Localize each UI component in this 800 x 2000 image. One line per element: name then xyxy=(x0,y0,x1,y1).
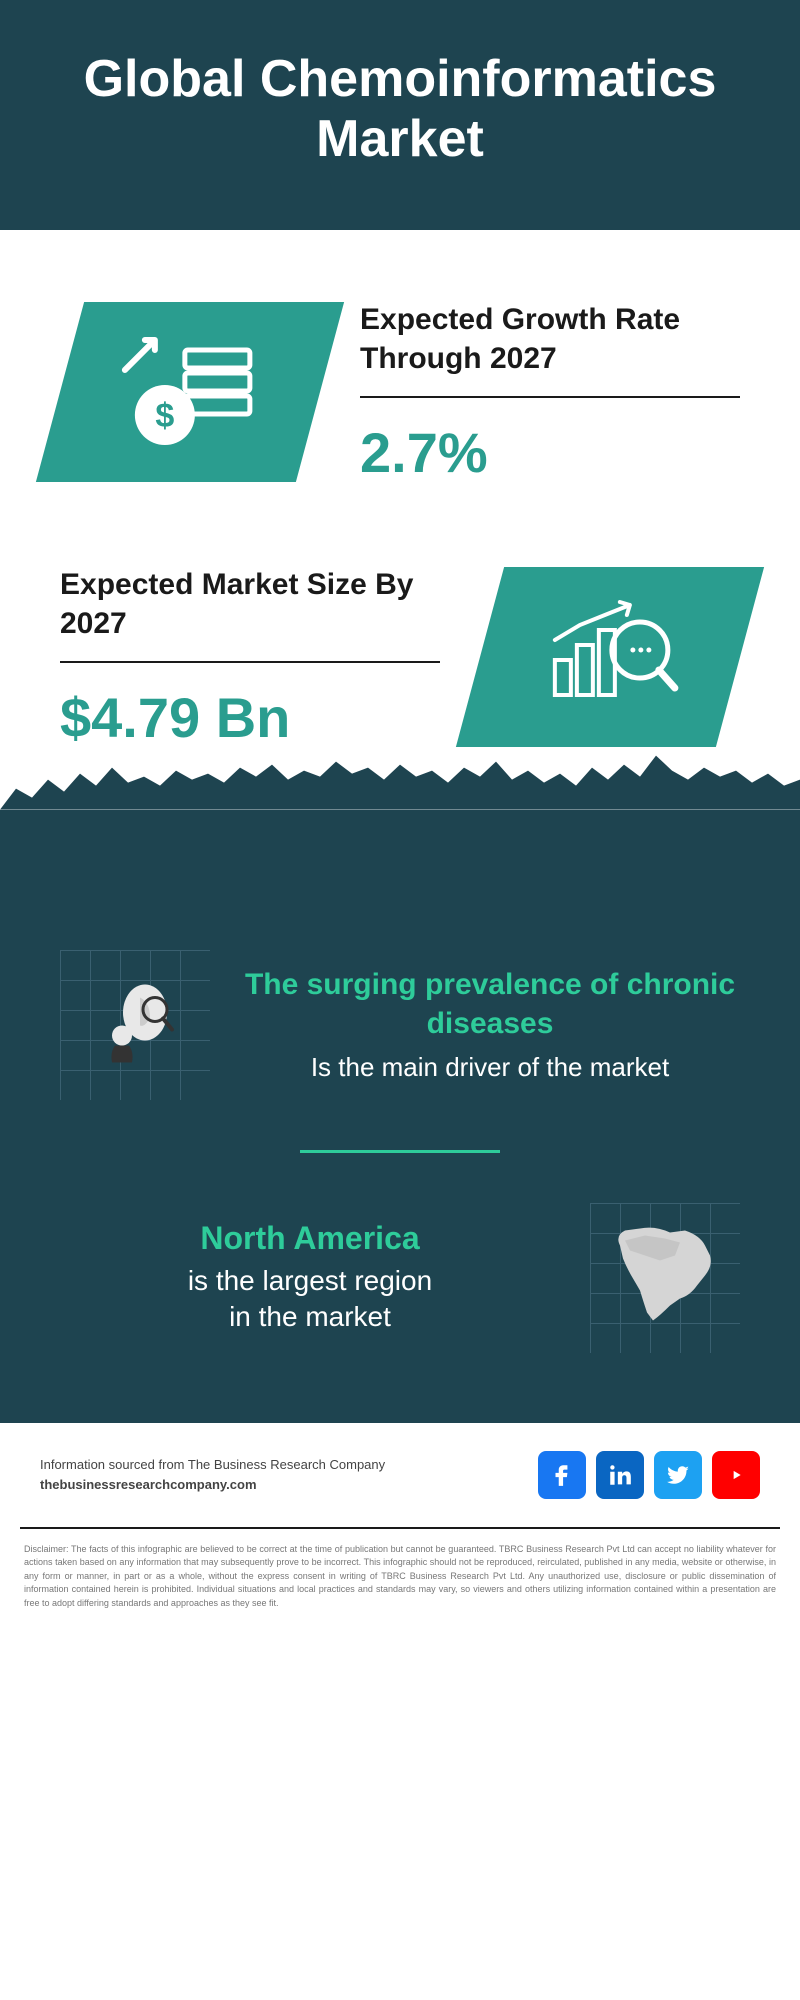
skyline-graphic xyxy=(0,810,800,930)
growth-icon-block: $ xyxy=(36,302,344,482)
market-size-label: Expected Market Size By 2027 xyxy=(60,565,440,643)
region-icon-grid xyxy=(590,1203,740,1353)
facebook-icon[interactable] xyxy=(538,1451,586,1499)
driver-subtext: Is the main driver of the market xyxy=(240,1051,740,1085)
driver-icon-grid xyxy=(60,950,210,1100)
market-size-value: $4.79 Bn xyxy=(60,685,440,750)
section-divider xyxy=(300,1150,500,1153)
growth-rate-section: $ Expected Growth Rate Through 2027 2.7% xyxy=(0,230,800,525)
divider xyxy=(360,396,740,398)
driver-block: The surging prevalence of chronic diseas… xyxy=(60,950,740,1100)
growth-rate-value: 2.7% xyxy=(360,420,740,485)
svg-text:$: $ xyxy=(156,397,175,435)
youtube-icon[interactable] xyxy=(712,1451,760,1499)
region-text: North America is the largest region in t… xyxy=(60,1220,560,1336)
social-icons xyxy=(538,1451,760,1499)
region-subtext-2: in the market xyxy=(60,1299,560,1335)
header-banner: Global Chemoinformatics Market xyxy=(0,0,800,230)
disclaimer-text: Disclaimer: The facts of this infographi… xyxy=(0,1529,800,1635)
medical-research-icon xyxy=(90,977,180,1067)
driver-headline: The surging prevalence of chronic diseas… xyxy=(240,965,740,1043)
linkedin-icon[interactable] xyxy=(596,1451,644,1499)
region-block: North America is the largest region in t… xyxy=(60,1203,740,1353)
source-url: thebusinessresearchcompany.com xyxy=(40,1475,385,1495)
market-icon-block xyxy=(456,567,764,747)
footer-source: Information sourced from The Business Re… xyxy=(40,1455,385,1494)
page-title: Global Chemoinformatics Market xyxy=(40,50,760,170)
market-size-stat: Expected Market Size By 2027 $4.79 Bn xyxy=(60,565,440,750)
insights-section: The surging prevalence of chronic diseas… xyxy=(0,930,800,1423)
north-america-map-icon xyxy=(605,1220,725,1330)
chart-magnifier-icon xyxy=(535,590,685,720)
divider xyxy=(60,661,440,663)
twitter-icon[interactable] xyxy=(654,1451,702,1499)
growth-rate-label: Expected Growth Rate Through 2027 xyxy=(360,300,740,378)
source-text: Information sourced from The Business Re… xyxy=(40,1455,385,1475)
money-growth-icon: $ xyxy=(115,325,265,455)
region-subtext-1: is the largest region xyxy=(60,1263,560,1299)
growth-rate-stat: Expected Growth Rate Through 2027 2.7% xyxy=(360,300,740,485)
region-headline: North America xyxy=(60,1220,560,1257)
driver-text: The surging prevalence of chronic diseas… xyxy=(240,965,740,1085)
footer-bar: Information sourced from The Business Re… xyxy=(0,1423,800,1527)
